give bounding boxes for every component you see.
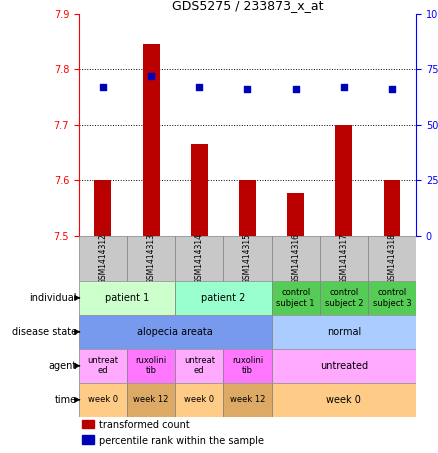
Bar: [368, 281, 416, 315]
Point: [389, 86, 396, 93]
Text: normal: normal: [327, 327, 361, 337]
Bar: [272, 349, 416, 383]
Text: untreat
ed: untreat ed: [184, 356, 215, 376]
Bar: [175, 281, 272, 315]
Text: week 0: week 0: [326, 395, 361, 405]
Bar: [127, 383, 175, 417]
Bar: [79, 349, 127, 383]
Text: alopecia areata: alopecia areata: [138, 327, 213, 337]
Bar: [79, 236, 127, 281]
Bar: [384, 180, 400, 236]
Point: [292, 86, 299, 93]
Bar: [239, 180, 256, 236]
Text: GSM1414316: GSM1414316: [291, 233, 300, 284]
Text: untreat
ed: untreat ed: [88, 356, 118, 376]
Text: disease state: disease state: [11, 327, 77, 337]
Point: [244, 86, 251, 93]
Text: time: time: [54, 395, 77, 405]
Text: GSM1414315: GSM1414315: [243, 233, 252, 284]
Bar: [320, 281, 368, 315]
Text: control
subject 3: control subject 3: [373, 288, 411, 308]
Text: control
subject 2: control subject 2: [325, 288, 363, 308]
Bar: [223, 236, 272, 281]
Bar: [175, 349, 223, 383]
Bar: [223, 383, 272, 417]
Text: patient 1: patient 1: [105, 293, 149, 303]
Bar: [175, 383, 223, 417]
Bar: [272, 383, 416, 417]
Text: week 12: week 12: [230, 395, 265, 404]
Bar: [191, 144, 208, 236]
Bar: [143, 44, 159, 236]
Text: untreated: untreated: [320, 361, 368, 371]
Text: GSM1414317: GSM1414317: [339, 233, 348, 284]
Text: week 12: week 12: [134, 395, 169, 404]
Text: GSM1414312: GSM1414312: [99, 233, 107, 284]
Text: ruxolini
tib: ruxolini tib: [232, 356, 263, 376]
Bar: [82, 435, 94, 444]
Bar: [127, 349, 175, 383]
Bar: [320, 236, 368, 281]
Text: week 0: week 0: [184, 395, 214, 404]
Text: agent: agent: [49, 361, 77, 371]
Bar: [272, 315, 416, 349]
Bar: [272, 281, 320, 315]
Bar: [79, 281, 175, 315]
Text: patient 2: patient 2: [201, 293, 246, 303]
Bar: [127, 236, 175, 281]
Bar: [175, 236, 223, 281]
Text: GSM1414314: GSM1414314: [195, 233, 204, 284]
Bar: [95, 180, 111, 236]
Bar: [223, 349, 272, 383]
Bar: [336, 125, 352, 236]
Bar: [79, 383, 127, 417]
Point: [99, 83, 106, 91]
Text: individual: individual: [29, 293, 77, 303]
Text: ruxolini
tib: ruxolini tib: [135, 356, 167, 376]
Text: transformed count: transformed count: [99, 419, 190, 430]
Point: [196, 83, 203, 91]
Title: GDS5275 / 233873_x_at: GDS5275 / 233873_x_at: [172, 0, 323, 12]
Bar: [368, 236, 416, 281]
Bar: [272, 236, 320, 281]
Bar: [82, 419, 94, 429]
Point: [340, 83, 347, 91]
Text: week 0: week 0: [88, 395, 118, 404]
Text: GSM1414318: GSM1414318: [388, 233, 396, 284]
Text: GSM1414313: GSM1414313: [147, 233, 155, 284]
Bar: [287, 193, 304, 236]
Text: control
subject 1: control subject 1: [276, 288, 315, 308]
Point: [148, 72, 155, 79]
Text: percentile rank within the sample: percentile rank within the sample: [99, 435, 264, 446]
Bar: [79, 315, 272, 349]
